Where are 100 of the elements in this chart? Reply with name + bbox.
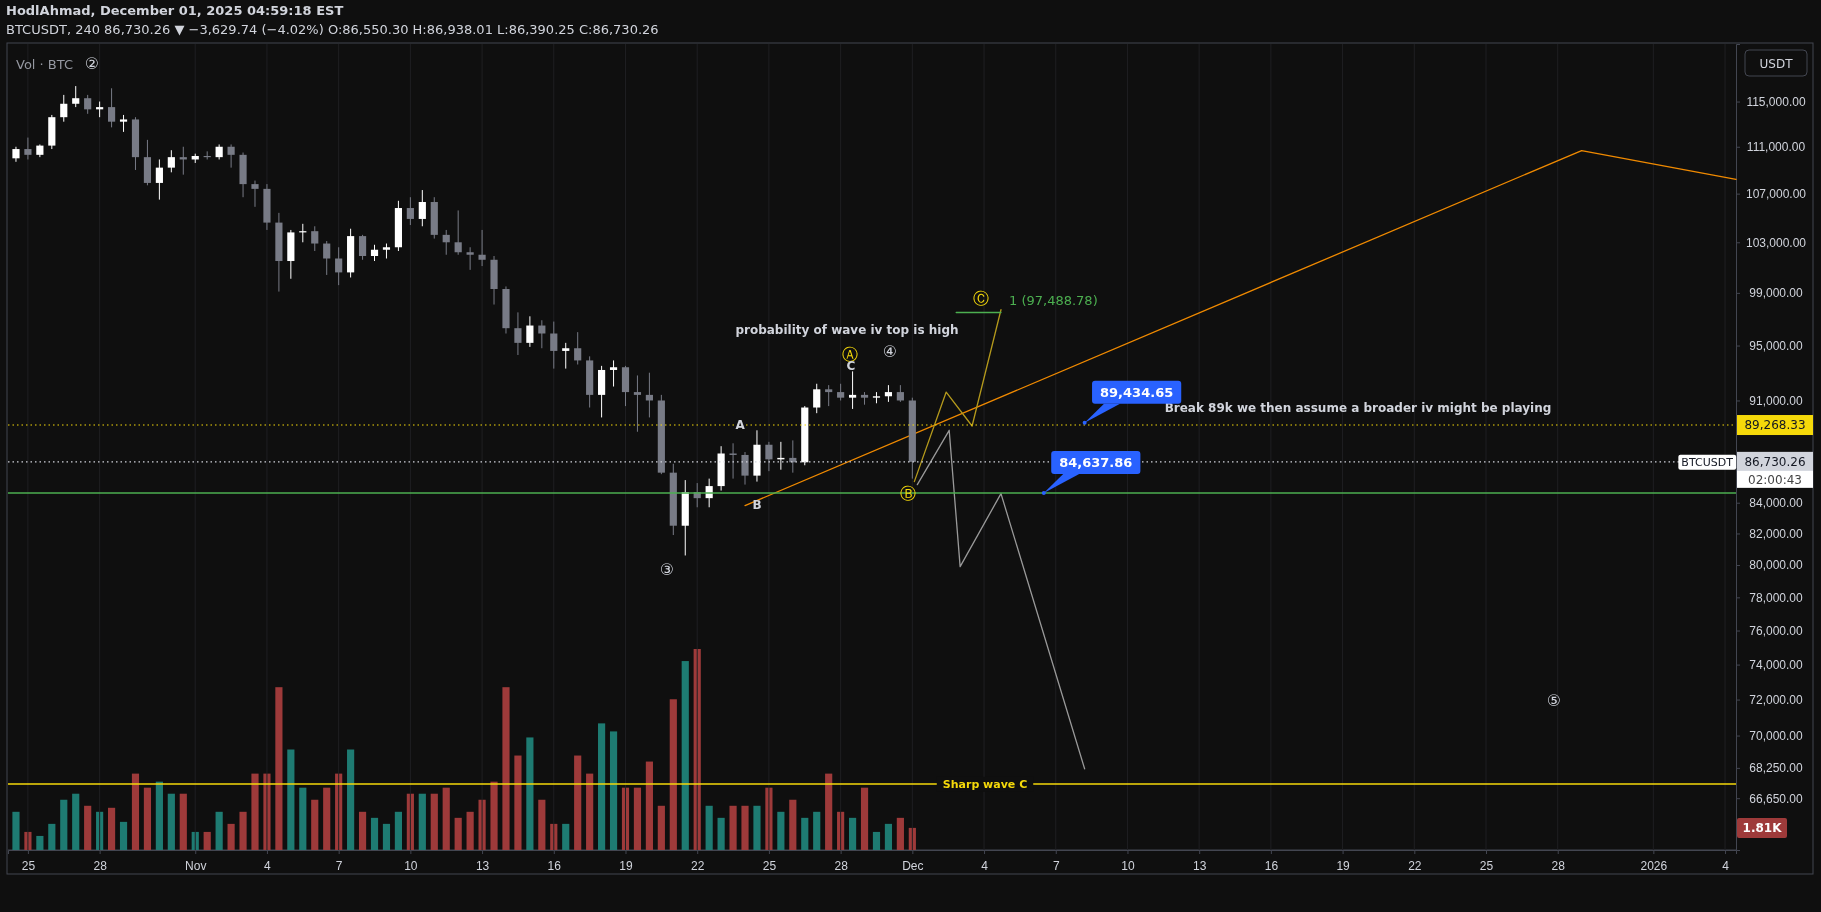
annotation: ⑤	[1546, 690, 1562, 710]
bar	[239, 811, 247, 850]
y-tick-label: 103,000.00	[1745, 235, 1807, 250]
chart-title: HodlAhmad, December 01, 2025 04:59:18 EST	[6, 3, 344, 18]
x-tick-label: 28	[93, 859, 108, 874]
bar	[12, 811, 20, 850]
bar	[681, 661, 689, 850]
x-tick-label: 25	[21, 859, 36, 874]
candlestick	[813, 383, 821, 414]
x-tick-label: 25	[1479, 859, 1494, 874]
bar	[609, 731, 618, 850]
candlestick	[526, 315, 534, 348]
bar	[430, 793, 438, 850]
bar	[155, 781, 163, 850]
y-tick-label: 82,000.00	[1749, 526, 1804, 541]
bar	[323, 787, 331, 850]
bar	[598, 723, 606, 850]
candlestick	[550, 321, 558, 370]
bar	[311, 799, 319, 850]
bar	[358, 811, 367, 850]
bar	[502, 687, 510, 850]
annotation: Break 89k we then assume a broader iv might be playing	[1164, 401, 1552, 415]
bar	[108, 807, 116, 850]
annotation: 1 (97,488.78)	[1009, 292, 1098, 308]
bar	[669, 699, 677, 850]
y-tick-label: 74,000.00	[1749, 657, 1804, 672]
candlestick	[72, 85, 80, 108]
x-tick-label: 22	[691, 859, 705, 874]
annotation: ④	[882, 341, 898, 361]
ref-line-label: 89,268.33	[1744, 418, 1806, 433]
x-tick-label: 28	[1551, 859, 1566, 874]
bar	[287, 749, 295, 850]
candlestick	[825, 384, 833, 407]
bar	[753, 805, 761, 850]
bar	[538, 799, 546, 850]
x-tick-label: 16	[547, 859, 562, 874]
bar	[884, 823, 893, 850]
bar	[490, 781, 498, 850]
candlestick	[418, 189, 426, 227]
annotation: Vol · BTC	[16, 56, 74, 72]
x-tick-label: 4	[981, 859, 989, 874]
candlestick	[227, 143, 235, 169]
x-tick-label: 2026	[1640, 859, 1668, 874]
bar	[848, 817, 857, 850]
y-tick-label: 84,000.00	[1749, 496, 1804, 511]
x-tick-label: 16	[1264, 859, 1279, 874]
y-tick-label: 115,000.00	[1746, 94, 1806, 109]
bar	[657, 805, 665, 850]
annotation: B	[752, 497, 762, 512]
x-tick-label: 19	[619, 859, 633, 874]
bar	[275, 687, 283, 850]
candlestick	[729, 442, 737, 480]
annotation: BTCUSDT	[1681, 455, 1734, 469]
bar	[48, 823, 56, 850]
x-tick-label: 13	[1192, 859, 1207, 874]
candlestick	[335, 246, 343, 286]
bar	[347, 749, 355, 850]
y-tick-label: 78,000.00	[1749, 590, 1804, 605]
y-tick-label: 80,000.00	[1749, 558, 1804, 573]
candlestick	[609, 359, 618, 388]
candlestick	[538, 319, 546, 349]
bar	[251, 773, 259, 850]
candlestick	[633, 374, 642, 433]
y-tick-label: 107,000.00	[1745, 186, 1807, 201]
candlestick	[60, 94, 68, 123]
bar	[179, 793, 187, 850]
bar	[825, 773, 833, 850]
y-tick-label: 72,000.00	[1749, 692, 1804, 707]
x-tick-label: 25	[762, 859, 777, 874]
candlestick	[478, 229, 486, 267]
bar	[370, 817, 379, 850]
y-tick-label: 68,250.00	[1749, 761, 1804, 776]
x-tick-label: 28	[834, 859, 849, 874]
bar	[562, 823, 570, 850]
candlestick	[466, 246, 474, 271]
bar	[466, 811, 474, 850]
bar	[574, 755, 582, 850]
ref-line-label: 86,730.26	[1744, 454, 1806, 469]
candlestick	[848, 370, 857, 410]
candlestick	[84, 94, 92, 115]
x-tick-label: 7	[1052, 859, 1060, 874]
bar	[741, 805, 749, 850]
annotation: ②	[84, 53, 100, 73]
text: 1.81K	[1742, 820, 1783, 835]
annotation: A	[735, 418, 746, 433]
x-tick-label: Nov	[185, 859, 207, 874]
y-tick-label: 91,000.00	[1749, 393, 1804, 408]
bar	[382, 823, 391, 850]
bar	[860, 787, 869, 850]
candlestick	[741, 451, 749, 486]
candlestick	[108, 87, 116, 128]
bar	[442, 787, 450, 850]
line-series	[913, 309, 1002, 483]
bar	[454, 817, 462, 850]
bar	[633, 787, 642, 850]
candlestick	[442, 229, 450, 256]
bar	[167, 793, 175, 850]
y-tick-label: 70,000.00	[1749, 728, 1804, 743]
candlestick	[406, 196, 414, 226]
bar	[119, 821, 128, 850]
